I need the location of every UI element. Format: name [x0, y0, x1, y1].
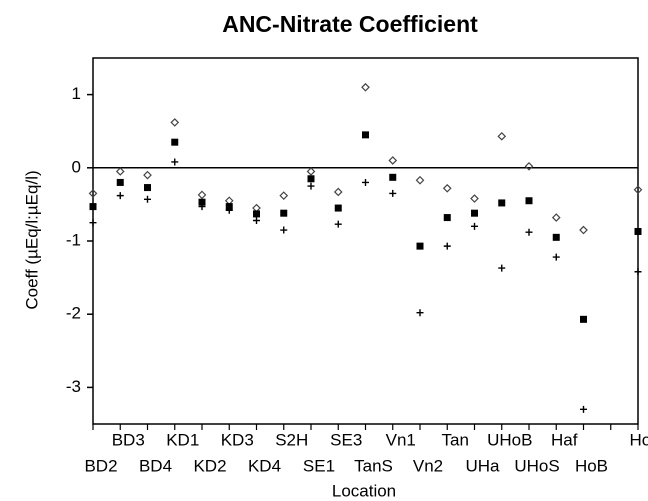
x-tick-label: BD2 — [84, 456, 117, 475]
plus-point — [416, 309, 424, 317]
x-tick-label: HoS — [629, 430, 648, 449]
diamond-point — [524, 161, 534, 171]
x-tick-label: KD3 — [221, 430, 254, 449]
square-point — [443, 214, 451, 222]
y-tick-label: -2 — [66, 304, 81, 323]
diamond-point — [551, 213, 561, 222]
diamond-point — [306, 167, 316, 176]
diamond-point — [143, 170, 152, 180]
square-point — [253, 210, 260, 218]
x-tick-label: KD2 — [193, 456, 226, 475]
square-point — [307, 175, 315, 183]
diamond-point — [115, 167, 125, 176]
diamond-point — [633, 185, 643, 195]
diamond-point — [579, 225, 588, 235]
square-point — [280, 209, 288, 217]
x-tick-label: UHa — [465, 456, 500, 475]
chart-title: ANC-Nitrate Coefficient — [222, 11, 478, 37]
y-tick-label: -1 — [66, 230, 81, 249]
square-point — [471, 209, 478, 217]
plus-point — [389, 189, 397, 197]
x-tick-label: Haf — [551, 430, 578, 449]
square-point — [389, 173, 397, 181]
diamond-point — [279, 191, 289, 200]
square-point — [334, 204, 342, 212]
square-point — [362, 131, 369, 139]
diamond-point — [333, 187, 343, 197]
plus-point — [307, 182, 315, 190]
plus-point — [144, 195, 151, 203]
x-tick-label: KD4 — [248, 456, 281, 475]
plus-point — [362, 178, 369, 186]
plus-point — [334, 220, 342, 228]
x-tick-label: TanS — [354, 456, 393, 475]
square-point — [416, 242, 424, 250]
x-axis-label: Location — [332, 481, 396, 500]
plus-point — [89, 219, 97, 227]
y-tick-label: -3 — [66, 377, 81, 396]
x-tick-label: HoB — [575, 456, 608, 475]
plot-frame — [92, 57, 639, 425]
square-point — [116, 178, 124, 186]
diamond-point — [497, 131, 507, 141]
plus-point — [225, 206, 233, 214]
plus-point — [580, 405, 587, 413]
diamond-point — [415, 175, 425, 185]
plus-point — [634, 268, 642, 276]
plus-point — [498, 264, 506, 272]
square-point — [580, 315, 587, 323]
plus-point — [471, 222, 478, 230]
plus-point — [552, 253, 560, 261]
plus-point — [171, 158, 179, 166]
square-point — [525, 197, 533, 205]
diamond-point — [361, 82, 370, 92]
x-tick-label: KD1 — [166, 430, 199, 449]
diamond-point — [470, 194, 479, 203]
x-tick-label: Tan — [442, 430, 469, 449]
plus-point — [280, 226, 288, 234]
diamond-point — [442, 183, 452, 193]
x-tick-label: SE3 — [330, 430, 362, 449]
y-axis-label: Coeff (µEq/l:µEq/l) — [22, 170, 41, 309]
y-tick-label: 0 — [72, 157, 81, 176]
diamond-point — [197, 190, 207, 200]
diamond-point — [388, 156, 398, 165]
x-tick-label: BD4 — [139, 456, 172, 475]
diamond-point — [88, 189, 98, 198]
x-tick-label: BD3 — [112, 430, 145, 449]
plus-point — [253, 217, 260, 225]
x-tick-label: SE1 — [303, 456, 335, 475]
plus-point — [116, 192, 124, 200]
square-point — [198, 198, 206, 206]
plus-point — [198, 203, 206, 211]
plus-point — [525, 228, 533, 236]
square-point — [171, 138, 179, 146]
square-point — [552, 233, 560, 241]
square-point — [144, 184, 151, 192]
x-tick-label: UHoS — [514, 456, 559, 475]
x-tick-label: Vn2 — [413, 456, 443, 475]
square-point — [89, 203, 97, 211]
y-tick-label: 1 — [72, 84, 81, 103]
square-point — [498, 199, 506, 207]
x-tick-label: S2H — [275, 430, 308, 449]
diamond-point — [170, 118, 180, 127]
plus-point — [443, 242, 451, 250]
x-tick-label: Vn1 — [386, 430, 416, 449]
x-tick-label: UHoB — [487, 430, 532, 449]
square-point — [634, 227, 642, 235]
square-point — [225, 203, 233, 211]
